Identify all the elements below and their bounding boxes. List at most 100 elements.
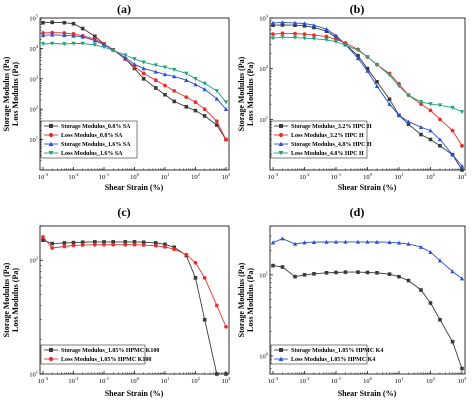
panel-a-series-4-point	[141, 60, 146, 65]
panel-c: (c) 10-3 10-2 10-1 100 101 102 103 101 102 Shear…	[2, 205, 231, 398]
panel-b-ylabel-top: Storage Modulus (Pa)	[237, 56, 246, 131]
panel-a-series-4-point	[62, 42, 67, 47]
panel-b-series-3-point	[280, 20, 285, 25]
panel-d-label: (d)	[350, 205, 365, 219]
panel-a-legend-frame	[40, 120, 138, 159]
panel-b-series-1-point	[271, 23, 275, 28]
panel-a-xtick-label: 10-3	[38, 172, 49, 181]
panel-c-series-1-point	[163, 242, 167, 247]
panel-a-series-4-point	[162, 65, 168, 70]
panel-a-xtick-label: 101	[161, 172, 170, 181]
panel-d-series	[270, 236, 465, 371]
panel-d-ytick-label: 101	[259, 270, 268, 279]
panel-a-label: (a)	[117, 2, 131, 16]
panel-b-series-1-point	[365, 66, 370, 71]
panel-c-legend-frame	[40, 344, 146, 365]
panel-a-series-2-point	[141, 71, 146, 76]
panel-b-series-2-point	[271, 32, 275, 37]
panel-a-series-4-point	[71, 41, 76, 46]
panel-c-xtick-label: 103	[222, 376, 232, 385]
panel-b-series-3-point	[270, 20, 276, 25]
panel-c-xlabel: Shear Strain (%)	[105, 389, 164, 398]
panel-a-series-3-point	[153, 69, 158, 74]
panel-a-series-3-point	[184, 78, 189, 82]
panel-c-series-1-point	[141, 240, 146, 245]
panel-a-series-4-point	[193, 77, 198, 81]
panel-d-xtick-label: 10-3	[268, 376, 279, 385]
panel-c-series-2-point	[111, 242, 116, 247]
panel-d-series-2-point	[450, 269, 455, 274]
panel-b-series-1-point	[419, 132, 423, 137]
panel-a-series-1-point	[154, 86, 158, 90]
panel-d-series-2-point	[280, 236, 285, 241]
panel-a-series-4-point	[111, 48, 116, 53]
panel-c-series-2-point	[102, 242, 106, 247]
panel-a-ytick-label: 102	[29, 105, 38, 114]
panel-a-series-2-point	[62, 31, 67, 35]
panel-b-series-4-point	[355, 48, 361, 53]
panel-a-series-4-point	[80, 41, 85, 46]
panel-b-series-2-point	[302, 32, 307, 37]
panel-b-xtick-label: 102	[426, 172, 435, 181]
panel-c-series-1-point	[41, 238, 45, 243]
panel-a-legend-swatch-marker	[48, 132, 54, 138]
panel-a-series-2-point	[153, 78, 158, 83]
panel-b-legend-entry: Storage Modulus_4.8% HPC H	[291, 142, 372, 148]
panel-d-xtick-label: 100	[363, 376, 373, 385]
panel-d-series-1-point	[280, 265, 285, 269]
panel-b-ytick-label: 103	[259, 14, 269, 23]
panel-a-ytick-label: 105	[29, 14, 39, 23]
panel-d-series-2-point	[437, 258, 443, 263]
panel-a-series-3-point	[172, 74, 177, 79]
panel-d-ytick-label: 100	[259, 351, 269, 360]
panel-d-series-2-point	[387, 240, 392, 245]
panel-b-ylabel-bottom: Loss Modulus (Pa)	[246, 62, 255, 126]
panel-a-legend-swatch-marker	[48, 151, 54, 156]
panel-d-series-2-point	[343, 239, 348, 244]
panel-a-series-2-point	[224, 137, 228, 142]
panel-b-series-4-point	[343, 43, 348, 48]
panel-d-legend-swatch-marker	[278, 356, 284, 361]
panel-b-series-1-point	[280, 23, 285, 27]
panel-b-series-1-point	[438, 144, 442, 148]
panel-b-xtick-label: 103	[458, 172, 468, 181]
panel-d-xtick-label: 10-1	[331, 376, 341, 385]
panel-c-xtick-label: 10-2	[68, 376, 78, 385]
panel-c-series-1-point	[193, 276, 198, 280]
panel-d: (d) 10-3 10-2 10-1 100 101 102 103 100 101 Shear…	[237, 205, 467, 398]
panel-d-legend-swatch-marker	[279, 348, 283, 352]
panel-b-legend-swatch-marker	[278, 151, 284, 156]
panel-b-series-1-point	[302, 24, 307, 28]
panel-a-ytick-label: 101	[29, 135, 38, 144]
panel-d-series-1-point	[460, 366, 464, 371]
panel-b-series-1-point	[406, 122, 411, 127]
panel-b-series-4-point	[374, 62, 380, 67]
panel-b-series-2-point	[460, 143, 464, 148]
panel-b-series-4-point	[302, 36, 307, 41]
panel-c-series-2-point	[153, 243, 158, 248]
panel-a-series-3-point	[193, 82, 198, 87]
panel-b-series-1-point	[312, 25, 316, 30]
panel-c-legend-swatch-marker	[48, 356, 54, 362]
panel-a-xtick-label: 103	[222, 172, 232, 181]
panel-a-xtick-label: 100	[130, 172, 140, 181]
panel-c-series-1-point	[172, 245, 176, 250]
panel-d-series-1-point	[271, 263, 275, 268]
panel-b-xtick-label: 10-3	[268, 172, 279, 181]
panel-c-ticks: 10-3 10-2 10-1 100 101 102 103 101 102	[29, 225, 232, 385]
panel-a-series-1-point	[202, 114, 207, 118]
panel-c-ytick-label: 102	[29, 256, 38, 265]
panel-b-series	[270, 20, 465, 172]
panel-d-series-1-point	[387, 272, 392, 276]
panel-d-xtick-label: 101	[395, 376, 404, 385]
panel-c-xtick-label: 101	[161, 376, 170, 385]
panel-b-series-2-point	[324, 34, 329, 39]
panel-a-series-2-point	[202, 107, 207, 112]
panel-d-series-1-point	[365, 270, 370, 275]
panel-d-series-1-point	[419, 288, 423, 292]
panel-b-series-3-point	[324, 27, 329, 32]
panel-a-legend: Storage Modulus_0.8% SA Loss Modulus_0.8%…	[40, 120, 138, 159]
panel-d-series-2-point	[355, 239, 361, 244]
panel-d-legend-entry: Loss Modulus_1.05% HPMC K4	[291, 357, 375, 363]
panel-d-series-2-point	[302, 240, 307, 245]
